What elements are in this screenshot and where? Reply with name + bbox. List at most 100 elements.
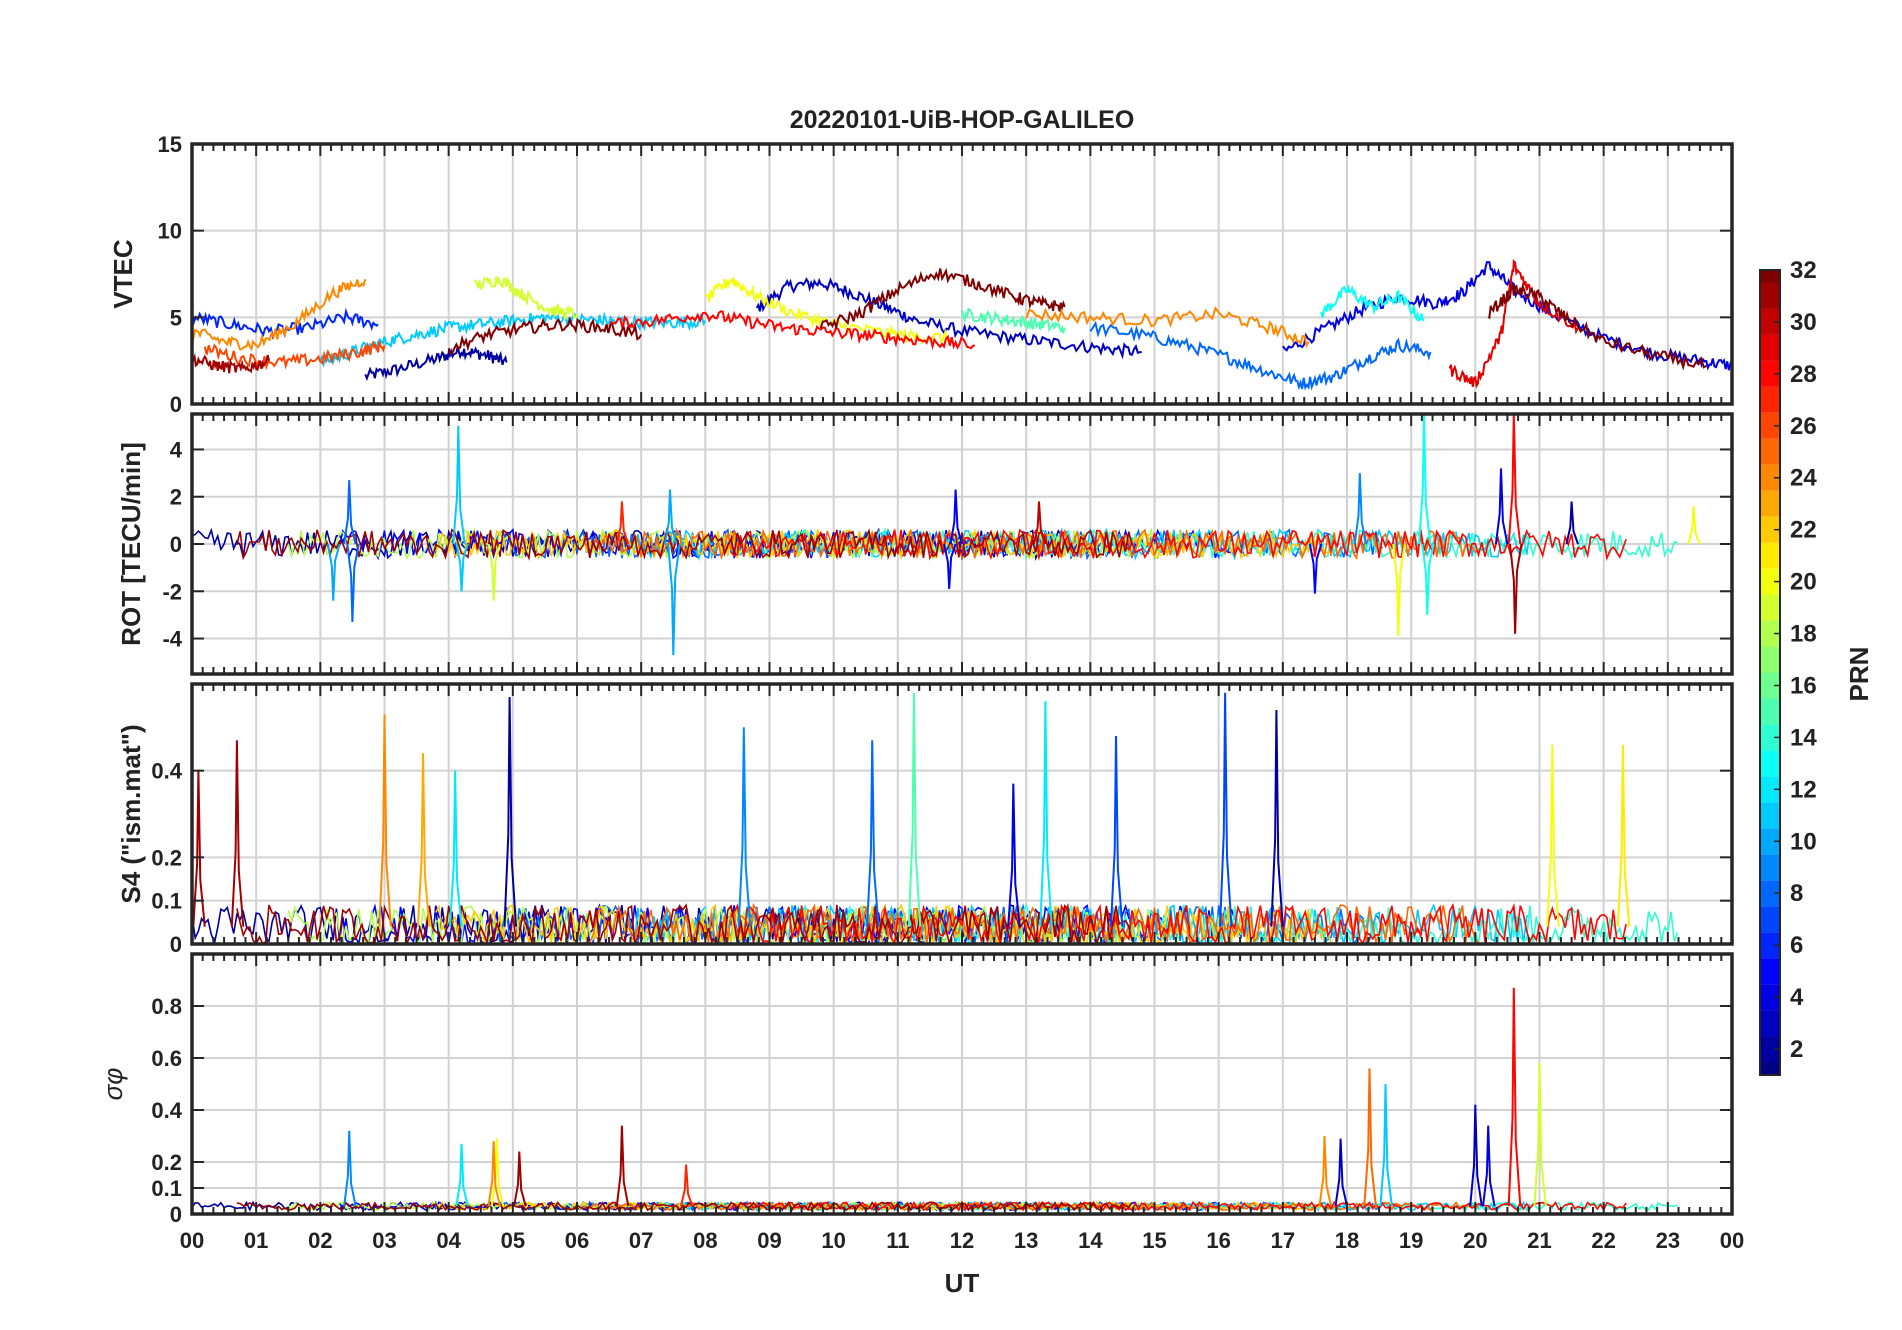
series-line-prn-32	[819, 267, 1066, 331]
colorbar-band	[1760, 412, 1780, 439]
series-line-prn-19	[473, 275, 578, 321]
colorbar-band	[1760, 438, 1780, 465]
y-tick-label: 15	[158, 132, 182, 157]
x-tick-label: 01	[244, 1228, 268, 1253]
colorbar-tick-label: 32	[1790, 257, 1817, 284]
colorbar-band	[1760, 906, 1780, 933]
spike-prn-4	[1494, 468, 1509, 545]
spike-prn-10	[327, 543, 341, 601]
y-tick-label: 10	[158, 219, 182, 244]
series-rot	[192, 414, 1701, 656]
y-tick-label: -2	[162, 579, 182, 604]
x-tick-label: 16	[1206, 1228, 1230, 1253]
spike-prn-31	[230, 740, 245, 927]
colorbar-band	[1760, 464, 1780, 491]
x-tick-label: 18	[1335, 1228, 1359, 1253]
spike-prn-27	[615, 501, 630, 545]
colorbar-band	[1760, 1036, 1780, 1063]
colorbar-band	[1760, 542, 1780, 569]
x-tick-label: 06	[565, 1228, 589, 1253]
spike-prn-15	[907, 692, 922, 927]
series-line-prn-28	[730, 1200, 1627, 1213]
colorbar-tick-label: 22	[1790, 517, 1817, 544]
colorbar-frame	[1759, 269, 1781, 1076]
x-tick-label: 08	[693, 1228, 717, 1253]
x-tick-labels: 00 01 02 03 04 05 06 07 08 09 10 11 12 13 14 15 16 17 18 19…	[180, 1228, 1744, 1253]
y-tick-label: 0.2	[151, 1150, 182, 1175]
x-tick-label: 07	[629, 1228, 653, 1253]
axes-sigma_phi: 00.10.2 0.4 0.6 0.8	[151, 952, 1734, 1227]
y-tick-label: 0.4	[151, 1098, 182, 1123]
colorbar-tick-label: 28	[1790, 361, 1817, 388]
series-line-prn-20	[705, 274, 950, 346]
colorbar-band	[1760, 698, 1780, 725]
spike-prn-24	[1318, 1135, 1332, 1207]
spike-prn-8	[866, 740, 880, 927]
spike-prn-28	[1507, 987, 1522, 1207]
colorbar-band	[1760, 1062, 1780, 1075]
y-tick-label: 0	[170, 932, 182, 957]
colorbar-band	[1760, 568, 1780, 595]
spike-prn-3	[1334, 1138, 1348, 1207]
series-line-prn-24	[192, 278, 367, 352]
x-tick-label: 21	[1527, 1228, 1551, 1253]
x-tick-label: 02	[308, 1228, 332, 1253]
spike-prn-9	[343, 1130, 357, 1207]
spike-prn-12	[448, 770, 463, 927]
spike-prn-13	[1417, 414, 1432, 545]
spike-prn-8	[343, 480, 357, 545]
grid-sigma_phi	[192, 954, 1732, 1214]
spike-prn-23	[416, 753, 431, 927]
y-tick-label: 0	[170, 532, 182, 557]
colorbar-band	[1760, 490, 1780, 517]
series-sigma_phi	[192, 987, 1678, 1213]
series-line-prn-29	[1448, 259, 1579, 389]
x-tick-label: 04	[436, 1228, 461, 1253]
x-tick-label: 13	[1014, 1228, 1038, 1253]
spike-prn-4	[1482, 1125, 1496, 1207]
grid-s4	[192, 684, 1732, 944]
spike-prn-21	[1616, 744, 1631, 927]
colorbar-band	[1760, 620, 1780, 647]
series-line-prn-4	[1282, 261, 1732, 371]
spike-prn-7	[1109, 735, 1124, 927]
series-line-prn-25	[582, 528, 1479, 561]
colorbar-tick-label: 6	[1790, 932, 1803, 959]
spike-prn-20	[1546, 744, 1560, 927]
spike-prn-24	[378, 714, 392, 927]
colorbar-band	[1760, 672, 1780, 699]
colorbar-tick-label: 2	[1790, 1036, 1803, 1063]
x-tick-label: 09	[757, 1228, 781, 1253]
spike-prn-31	[513, 1151, 527, 1207]
colorbar-tick-label: 26	[1790, 413, 1817, 440]
spike-prn-9	[1353, 473, 1368, 545]
y-tick-label: 0.8	[151, 994, 182, 1019]
colorbar-tick-label: 14	[1790, 724, 1817, 751]
x-tick-label: 17	[1271, 1228, 1295, 1253]
vtec-y-label: VTEC	[108, 239, 138, 309]
colorbar-band	[1760, 828, 1780, 855]
y-tick-label: 0.6	[151, 1046, 182, 1071]
y-tick-label: 0	[170, 392, 182, 417]
spike-prn-30	[1032, 501, 1047, 545]
spike-prn-11	[1379, 1083, 1393, 1207]
spike-prn-3	[1469, 1104, 1483, 1207]
colorbar-band	[1760, 854, 1780, 881]
spike-prn-20	[1392, 543, 1406, 637]
series-line-prn-11	[319, 309, 707, 368]
colorbar-band	[1760, 334, 1780, 361]
series-line-prn-31	[236, 527, 1133, 561]
series-line-prn-24	[1025, 306, 1310, 349]
colorbar-band	[1760, 1010, 1780, 1037]
panel-rot: -4 -2 0 2 4	[162, 412, 1734, 676]
colorbar-band	[1760, 646, 1780, 673]
colorbar-tick-label: 4	[1790, 984, 1804, 1011]
spike-prn-25	[1363, 1068, 1377, 1207]
series-line-prn-13	[1320, 283, 1425, 322]
panel-s4: 0 0.1 0.2 0.4	[151, 682, 1734, 957]
spike-prn-5	[943, 543, 957, 589]
y-tick-label: 0	[170, 1202, 182, 1227]
series-line-prn-26	[203, 339, 386, 371]
